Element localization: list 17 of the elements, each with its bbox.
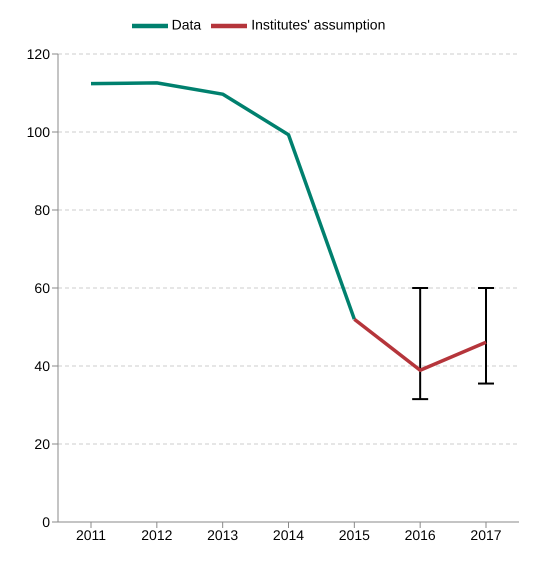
y-tick-label: 80	[34, 202, 50, 218]
x-tick-label: 2017	[470, 526, 502, 543]
y-tick-label: 120	[26, 46, 50, 62]
legend-label: Institutes' assumption	[251, 16, 386, 33]
x-tick-label: 2015	[338, 526, 370, 543]
y-tick-label: 100	[26, 124, 50, 140]
line-series	[89, 81, 356, 321]
y-tick-label: 60	[34, 280, 50, 296]
y-tick-label: 40	[34, 358, 50, 374]
y-tick-label: 20	[34, 436, 50, 452]
x-tick-label: 2012	[141, 526, 173, 543]
x-tick-label: 2014	[272, 526, 304, 543]
y-tick-label: 0	[42, 514, 50, 530]
x-tick-label: 2011	[76, 526, 106, 543]
x-tick-label: 2016	[404, 526, 436, 543]
x-tick-label: 2013	[207, 526, 238, 543]
legend-label: Data	[172, 16, 202, 33]
